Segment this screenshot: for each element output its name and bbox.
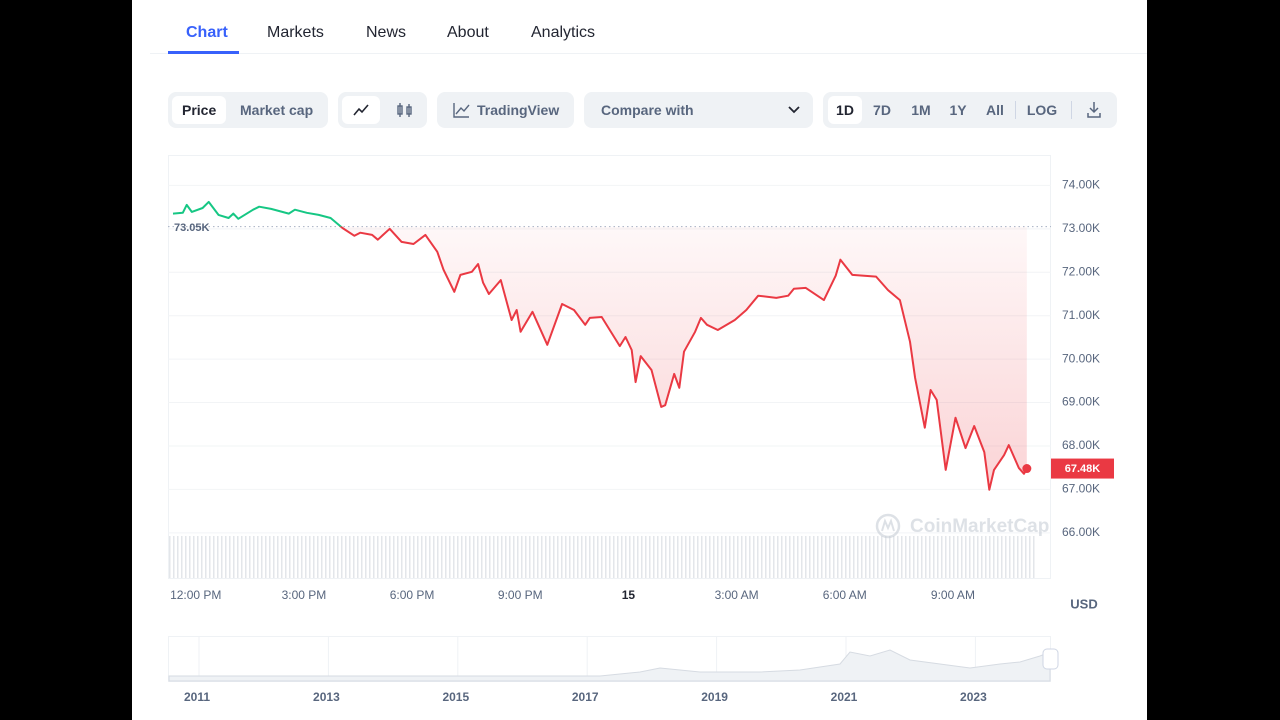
x-tick-label: 9:00 PM xyxy=(498,588,543,602)
navigator-year: 2013 xyxy=(313,690,340,704)
price-line xyxy=(172,200,1028,491)
navigator-handle[interactable] xyxy=(1042,648,1059,670)
x-tick-label: 6:00 PM xyxy=(390,588,435,602)
navigator-year: 2023 xyxy=(960,690,987,704)
download-button[interactable] xyxy=(1084,92,1104,128)
compare-dropdown[interactable]: Compare with xyxy=(584,92,813,128)
y-tick-label: 70.00K xyxy=(1062,351,1100,365)
watermark-text: CoinMarketCap xyxy=(910,516,1049,537)
tab[interactable]: About xyxy=(447,24,489,41)
line-chart-button[interactable] xyxy=(342,96,380,124)
navigator-year: 2021 xyxy=(831,690,858,704)
y-tick-label: 73.00K xyxy=(1062,221,1100,235)
tradingview-button[interactable]: TradingView xyxy=(437,92,574,128)
log-button[interactable]: LOG xyxy=(1026,102,1058,118)
tradingview-icon xyxy=(453,103,470,118)
price-button[interactable]: Price xyxy=(172,96,227,124)
tab-underline xyxy=(168,51,239,54)
navigator-year: 2017 xyxy=(572,690,599,704)
tab[interactable]: News xyxy=(366,24,407,41)
x-tick-label: 9:00 AM xyxy=(931,588,975,602)
y-tick-label: 67.00K xyxy=(1062,482,1100,496)
tab[interactable]: Markets xyxy=(267,24,324,41)
market-cap-button[interactable]: Market cap xyxy=(240,102,314,118)
x-tick-label: 3:00 AM xyxy=(715,588,759,602)
y-tick-label: 69.00K xyxy=(1062,395,1100,409)
candle-chart-button[interactable] xyxy=(386,96,424,124)
x-tick-label: 15 xyxy=(622,588,636,602)
navigator-area xyxy=(168,649,1051,682)
chart-style-toggle xyxy=(338,92,427,128)
x-tick-label: 3:00 PM xyxy=(282,588,327,602)
y-tick-label: 66.00K xyxy=(1062,525,1100,539)
range-button[interactable]: All xyxy=(986,102,1004,118)
range-button[interactable]: 1D xyxy=(828,96,862,124)
baseline-label: 73.05K xyxy=(174,222,210,234)
last-price-label: 67.48K xyxy=(1065,463,1101,475)
x-tick-label: 12:00 PM xyxy=(170,588,221,602)
tab-bar-divider xyxy=(150,53,1147,54)
y-tick-label: 68.00K xyxy=(1062,438,1100,452)
y-tick-label: 74.00K xyxy=(1062,178,1100,192)
line-icon xyxy=(353,104,369,116)
navigator-year: 2015 xyxy=(442,690,469,704)
candle-icon xyxy=(397,103,412,117)
range-button[interactable]: 7D xyxy=(873,102,891,118)
watermark: CoinMarketCap xyxy=(875,513,1049,539)
range-button[interactable]: 1M xyxy=(911,102,931,118)
chevron-icon xyxy=(788,106,800,114)
tradingview-label: TradingView xyxy=(477,102,560,118)
volume-bars xyxy=(169,536,1035,578)
range-toolbar: 1D 7D 1M 1Y All LOG xyxy=(823,92,1117,128)
y-tick-label: 72.00K xyxy=(1062,264,1100,278)
navigator-year: 2011 xyxy=(184,690,210,704)
compare-label: Compare with xyxy=(601,102,694,118)
range-button[interactable]: 1Y xyxy=(949,102,967,118)
tab[interactable]: Chart xyxy=(186,24,228,41)
separator xyxy=(1071,101,1072,119)
y-tick-label: 71.00K xyxy=(1062,308,1100,322)
plot-frame xyxy=(168,155,1051,579)
tab[interactable]: Analytics xyxy=(531,24,596,41)
last-price-badge xyxy=(1051,458,1114,479)
navigator-year: 2019 xyxy=(701,690,728,704)
last-point xyxy=(1022,464,1032,474)
area-fill xyxy=(340,226,1027,490)
separator xyxy=(1015,101,1016,119)
currency-label: USD xyxy=(1070,596,1097,611)
data-type-toggle: Price Market cap xyxy=(168,92,328,128)
x-tick-label: 6:00 AM xyxy=(823,588,867,602)
